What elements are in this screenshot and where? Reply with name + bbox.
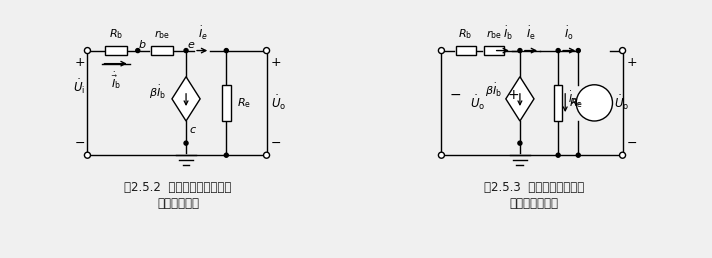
Circle shape (224, 153, 229, 157)
Circle shape (136, 49, 140, 53)
Text: −: − (627, 137, 637, 150)
Text: −: − (75, 137, 85, 150)
Text: 交流等效电路: 交流等效电路 (157, 197, 199, 210)
Text: $\dot{\vec{I}}_\mathrm{b}$: $\dot{\vec{I}}_\mathrm{b}$ (110, 70, 120, 91)
Text: $\dot{I}_{R_\mathrm{e}}$: $\dot{I}_{R_\mathrm{e}}$ (568, 90, 581, 108)
Circle shape (263, 152, 270, 158)
Circle shape (184, 49, 188, 53)
Polygon shape (506, 77, 534, 121)
Circle shape (518, 141, 522, 145)
Circle shape (224, 49, 229, 53)
Circle shape (85, 152, 90, 158)
Circle shape (184, 141, 188, 145)
Text: $\dot{I}_\mathrm{b}$: $\dot{I}_\mathrm{b}$ (503, 25, 513, 42)
Circle shape (576, 85, 612, 121)
Text: 图2.5.2  基本共集放大电路的: 图2.5.2 基本共集放大电路的 (125, 181, 231, 194)
Circle shape (619, 47, 626, 54)
Polygon shape (172, 77, 200, 121)
Bar (456, 46, 476, 55)
Bar (554, 85, 562, 121)
Circle shape (576, 49, 580, 53)
Text: $r_\mathrm{be}$: $r_\mathrm{be}$ (486, 28, 502, 41)
Text: $R_\mathrm{e}$: $R_\mathrm{e}$ (237, 96, 251, 110)
Text: +: + (271, 56, 281, 69)
Circle shape (619, 152, 626, 158)
Text: $\dot{I}_\mathrm{o}$: $\dot{I}_\mathrm{o}$ (565, 25, 574, 42)
Bar (483, 46, 504, 55)
Circle shape (556, 153, 560, 157)
Text: $\dot{U}_\mathrm{o}$: $\dot{U}_\mathrm{o}$ (271, 94, 286, 112)
Text: $\dot{U}_\mathrm{i}$: $\dot{U}_\mathrm{i}$ (73, 77, 85, 96)
Text: 图2.5.3  基本共集放大电路: 图2.5.3 基本共集放大电路 (484, 181, 584, 194)
Text: $\dot{I}_e$: $\dot{I}_e$ (198, 25, 208, 42)
Text: $R_\mathrm{b}$: $R_\mathrm{b}$ (459, 27, 473, 41)
Text: $\dot{I}_\mathrm{e}$: $\dot{I}_\mathrm{e}$ (526, 25, 536, 42)
Text: b: b (139, 39, 146, 50)
Bar (151, 46, 173, 55)
Circle shape (518, 49, 522, 53)
Text: +: + (508, 88, 520, 102)
Text: $R_\mathrm{e}$: $R_\mathrm{e}$ (569, 96, 583, 110)
Text: $r_\mathrm{be}$: $r_\mathrm{be}$ (154, 28, 170, 41)
Circle shape (576, 153, 580, 157)
Bar (105, 46, 127, 55)
Circle shape (439, 47, 444, 54)
Text: −: − (449, 88, 461, 102)
Text: c: c (189, 125, 195, 135)
Text: −: − (271, 137, 281, 150)
Text: $R_\mathrm{b}$: $R_\mathrm{b}$ (108, 27, 122, 41)
Text: $\beta\dot{I}_\mathrm{b}$: $\beta\dot{I}_\mathrm{b}$ (485, 82, 502, 100)
Circle shape (556, 49, 560, 53)
Text: 输出电阻的求解: 输出电阻的求解 (510, 197, 558, 210)
Text: $\dot{U}_\mathrm{o}$: $\dot{U}_\mathrm{o}$ (470, 94, 486, 112)
Circle shape (263, 47, 270, 54)
Text: e: e (187, 39, 194, 50)
Circle shape (85, 47, 90, 54)
Text: $\dot{U}_\mathrm{o}$: $\dot{U}_\mathrm{o}$ (614, 94, 630, 112)
Circle shape (439, 152, 444, 158)
Text: +: + (75, 56, 85, 69)
Text: +: + (627, 56, 637, 69)
Text: $\beta\dot{I}_\mathrm{b}$: $\beta\dot{I}_\mathrm{b}$ (149, 84, 166, 101)
Bar (222, 85, 231, 121)
